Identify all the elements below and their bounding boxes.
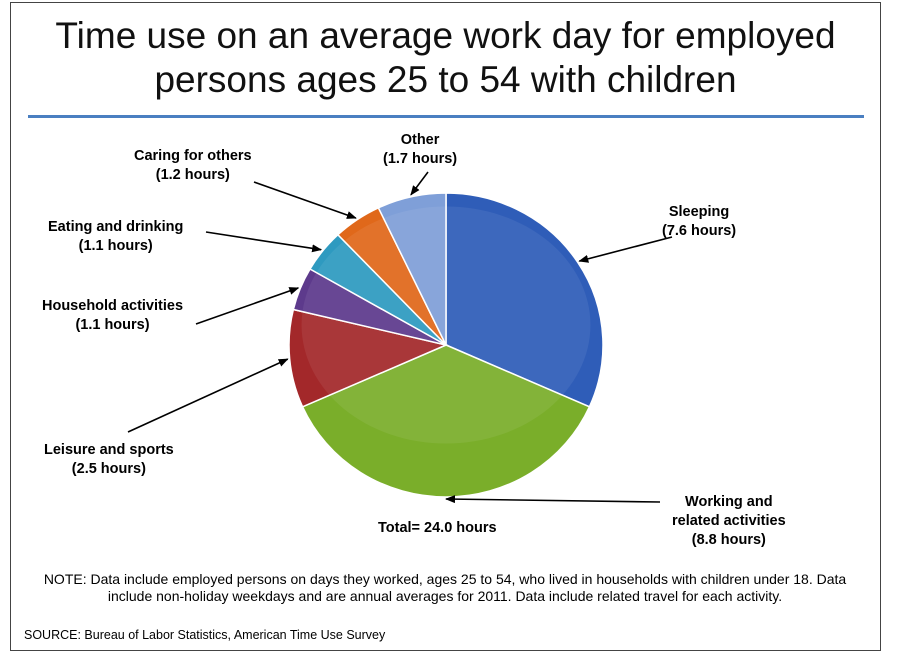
pie-slices — [288, 192, 604, 498]
slice-label-leisure: Leisure and sports (2.5 hours) — [44, 441, 174, 479]
slice-label-working-name-1: Working and — [685, 494, 773, 510]
slice-label-other: Other (1.7 hours) — [383, 131, 457, 169]
slice-label-sleeping: Sleeping (7.6 hours) — [662, 203, 736, 241]
chart-title-line-2: persons ages 25 to 54 with children — [154, 59, 737, 100]
slice-label-eating-name: Eating and drinking — [48, 219, 184, 235]
leader-arrow-sleeping — [578, 236, 673, 263]
chart-title-line-1: Time use on an average work day for empl… — [55, 15, 836, 56]
slice-label-sleeping-value: (7.6 hours) — [662, 223, 737, 239]
slice-label-caring: Caring for others (1.2 hours) — [134, 147, 252, 185]
slice-label-working-value: (8.8 hours) — [691, 532, 766, 548]
slice-label-working-name-2: related activities — [672, 513, 786, 529]
title-divider — [28, 115, 864, 118]
pie-slice-leisure — [288, 308, 449, 408]
slice-label-eating-value: (1.1 hours) — [78, 238, 153, 254]
footnote: NOTE: Data include employed persons on d… — [43, 571, 847, 604]
slice-label-household-name: Household activities — [42, 298, 184, 314]
slice-label-eating: Eating and drinking (1.1 hours) — [48, 218, 183, 256]
leader-arrow-caring — [253, 181, 357, 219]
slice-label-household-value: (1.1 hours) — [75, 317, 150, 333]
slice-label-other-name: Other — [400, 132, 440, 148]
slice-label-caring-value: (1.2 hours) — [155, 167, 230, 183]
pie-highlight — [301, 206, 591, 444]
pie-leader-arrows — [127, 171, 673, 504]
slice-label-working: Working and related activities (8.8 hour… — [672, 493, 786, 550]
slice-label-other-value: (1.7 hours) — [383, 151, 458, 167]
leader-arrow-other — [410, 171, 429, 196]
source-line: SOURCE: Bureau of Labor Statistics, Amer… — [24, 628, 386, 642]
leader-arrow-leisure — [127, 358, 289, 433]
slice-label-leisure-name: Leisure and sports — [44, 442, 174, 458]
slice-label-sleeping-name: Sleeping — [668, 204, 730, 220]
pie-slice-other — [377, 192, 447, 346]
slice-label-caring-name: Caring for others — [134, 148, 252, 164]
leader-arrow-eating — [205, 231, 323, 253]
leader-arrow-household — [195, 287, 300, 325]
leader-arrow-working — [445, 495, 661, 504]
total-label: Total= 24.0 hours — [378, 520, 497, 536]
pie-slice-sleeping — [445, 192, 604, 408]
slice-label-household: Household activities (1.1 hours) — [42, 297, 183, 335]
slice-label-leisure-value: (2.5 hours) — [71, 461, 146, 477]
chart-title: Time use on an average work day for empl… — [10, 14, 881, 102]
